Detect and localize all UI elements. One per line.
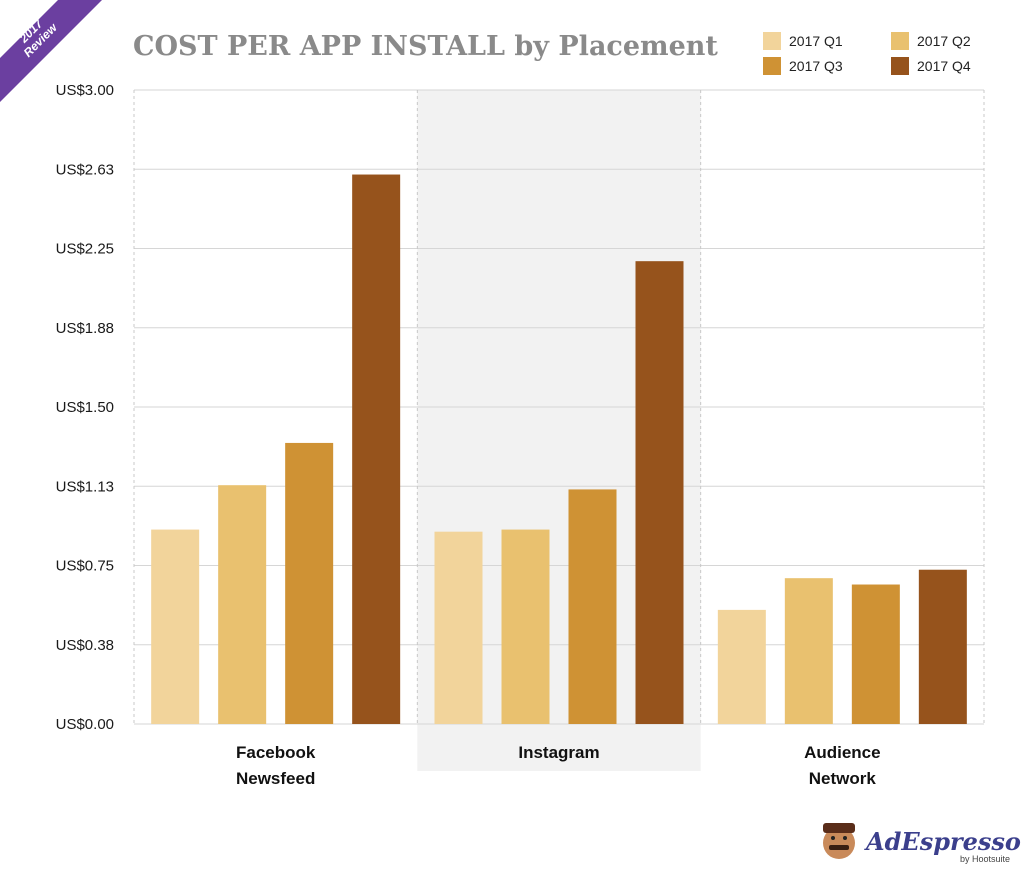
legend-swatch — [891, 32, 909, 50]
ribbon-shape — [0, 0, 102, 102]
y-tick-label: US$0.00 — [56, 716, 114, 733]
y-tick-label: US$1.50 — [56, 399, 114, 416]
legend-label: 2017 Q1 — [789, 33, 843, 49]
bar — [784, 578, 833, 724]
bar — [218, 485, 267, 724]
review-ribbon: 2017 Review — [0, 0, 102, 102]
bar — [501, 529, 550, 724]
chart-title: COST PER APP INSTALL by Placement — [133, 31, 718, 62]
bar — [434, 531, 483, 724]
legend-label: 2017 Q4 — [917, 58, 971, 74]
x-category-label: Newsfeed — [236, 769, 315, 788]
bar — [918, 569, 967, 724]
y-tick-layer: US$0.00 US$0.38 US$0.75 US$1.13 US$1.50 US$1.… — [56, 82, 114, 733]
legend-swatch — [763, 57, 781, 75]
bar — [635, 261, 684, 724]
y-tick-label: US$0.75 — [56, 558, 114, 575]
legend-swatch — [763, 32, 781, 50]
y-tick-label: US$3.00 — [56, 82, 114, 99]
brand-name: AdEspresso — [864, 827, 1021, 856]
brand-sub: by Hootsuite — [960, 854, 1010, 864]
y-tick-label: US$2.63 — [56, 161, 114, 178]
legend-swatch — [891, 57, 909, 75]
bar — [151, 529, 200, 724]
legend-label: 2017 Q3 — [789, 58, 843, 74]
x-category-layer: Facebook Newsfeed Instagram Audience Network — [236, 743, 881, 788]
x-category-label: Audience — [804, 743, 881, 762]
y-tick-label: US$2.25 — [56, 241, 114, 258]
legend-label: 2017 Q2 — [917, 33, 971, 49]
brand-logo: AdEspresso by Hootsuite — [823, 823, 1021, 864]
y-tick-label: US$1.13 — [56, 478, 114, 495]
grid-layer — [133, 89, 985, 725]
bar — [285, 442, 334, 724]
bar — [851, 584, 900, 724]
x-category-label: Network — [809, 769, 877, 788]
bar — [352, 174, 401, 725]
legend: 2017 Q1 2017 Q2 2017 Q3 2017 Q4 — [763, 32, 971, 75]
x-category-label: Instagram — [518, 743, 599, 762]
bar — [717, 609, 766, 724]
bar-layer — [151, 174, 967, 725]
y-tick-label: US$0.38 — [56, 637, 114, 654]
mascot-icon — [823, 823, 855, 859]
y-tick-label: US$1.88 — [56, 320, 114, 337]
x-category-label: Facebook — [236, 743, 316, 762]
bar — [568, 489, 617, 724]
